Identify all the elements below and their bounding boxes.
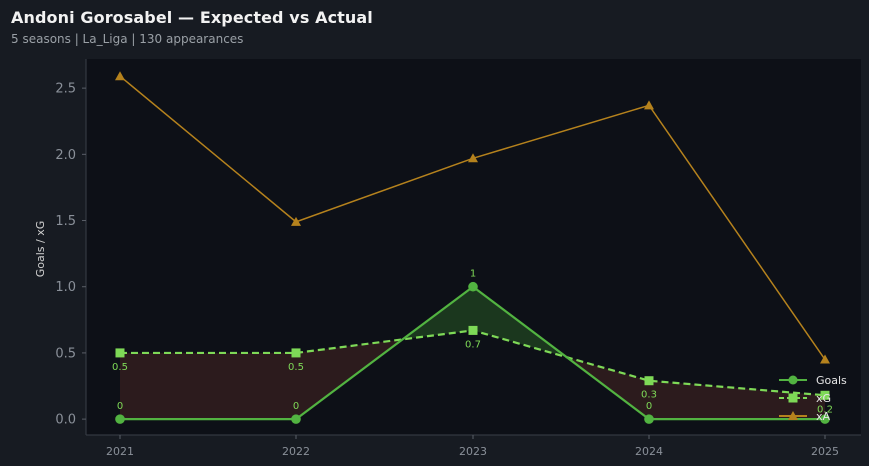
legend: Goals xG xA — [779, 374, 847, 423]
y-tick-label: 1.0 — [55, 280, 76, 295]
x-tick-label: 2025 — [811, 445, 839, 458]
legend-label: Goals — [816, 374, 847, 387]
y-axis-label: Goals / xG — [34, 221, 47, 278]
goals-point — [291, 414, 301, 424]
underperformance-area — [120, 352, 296, 420]
xa-point — [644, 100, 654, 110]
chart-header: Andoni Gorosabel — Expected vs Actual 5 … — [11, 8, 373, 46]
chart-subtitle: 5 seasons | La_Liga | 130 appearances — [11, 32, 244, 46]
xg-data-label: 0.5 — [112, 362, 128, 373]
xg-point — [820, 390, 830, 400]
xa-point — [468, 153, 478, 163]
y-tick-label: 2.0 — [55, 148, 76, 163]
chart-title: Andoni Gorosabel — Expected vs Actual — [11, 8, 373, 27]
x-tick-label: 2024 — [635, 445, 663, 458]
goals-point — [468, 281, 478, 292]
xa-point — [115, 71, 125, 81]
xg-point — [468, 325, 478, 335]
legend-label: xG — [816, 392, 831, 405]
xg-data-label: 0.3 — [641, 390, 657, 401]
xa-point — [820, 354, 830, 364]
xa-point — [291, 216, 301, 226]
legend-marker — [788, 393, 798, 403]
xg-data-label: 0.7 — [465, 339, 481, 350]
xg-data-label: 0.2 — [817, 404, 833, 415]
goals-point — [644, 414, 654, 424]
goals-point — [115, 414, 125, 424]
y-tick-label: 0.5 — [55, 346, 76, 361]
goals-data-label: 0 — [117, 401, 123, 412]
goals-point — [820, 414, 830, 424]
y-tick-label: 0.0 — [55, 413, 76, 428]
x-tick-label: 2021 — [106, 445, 134, 458]
xg-point — [115, 348, 125, 358]
underperformance-area — [649, 380, 825, 420]
y-tick-label: 2.5 — [55, 82, 76, 97]
x-tick-label: 2022 — [282, 445, 310, 458]
xg-data-label: 0.5 — [288, 362, 304, 373]
legend-marker — [788, 411, 798, 420]
x-tick-label: 2023 — [459, 445, 487, 458]
xg-point — [291, 348, 301, 358]
legend-marker — [788, 375, 798, 385]
goals-data-label: 0 — [646, 401, 652, 412]
y-tick-label: 1.5 — [55, 214, 76, 229]
goals-data-label: 0 — [293, 401, 299, 412]
xg-point — [644, 376, 654, 386]
legend-label: xA — [816, 410, 831, 423]
goals-data-label: 1 — [470, 269, 476, 280]
